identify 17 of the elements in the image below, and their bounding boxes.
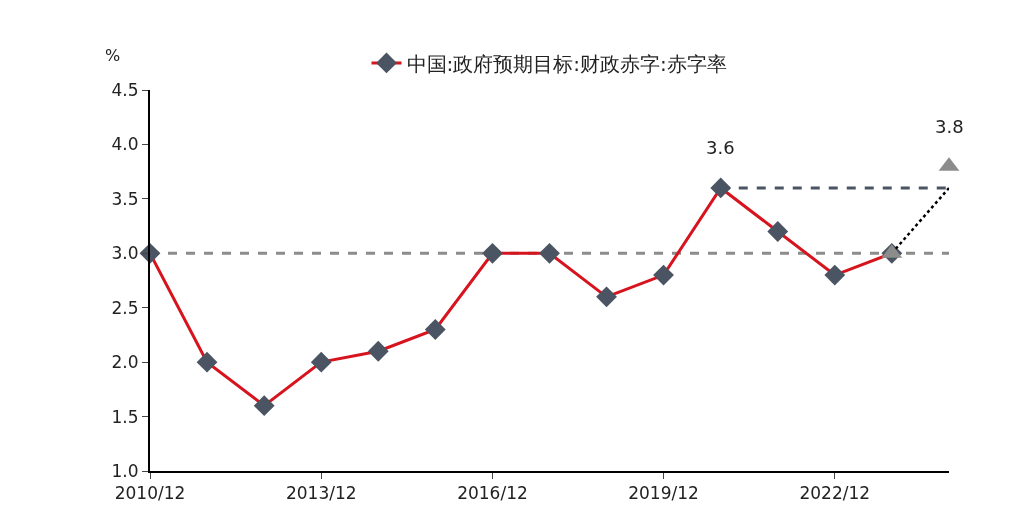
- x-tick-label: 2022/12: [799, 483, 871, 504]
- x-tick-label: 2019/12: [628, 483, 699, 504]
- annotation: 3.8: [935, 116, 964, 137]
- y-tick-label: 2.0: [111, 352, 139, 373]
- annotation: 3.6: [706, 137, 735, 158]
- y-tick-label: 2.5: [111, 297, 139, 318]
- y-tick-label: 4.0: [111, 134, 139, 155]
- y-tick-label: 4.5: [111, 79, 139, 100]
- y-tick-label: 1.0: [111, 460, 139, 481]
- y-axis-title: %: [105, 46, 121, 65]
- x-tick-label: 2013/12: [285, 483, 357, 504]
- y-tick-label: 3.0: [111, 243, 139, 264]
- x-tick-label: 2016/12: [457, 483, 528, 504]
- x-tick-label: 2010/12: [114, 483, 186, 504]
- y-tick-label: 1.5: [111, 406, 139, 427]
- y-tick-label: 3.5: [111, 188, 139, 209]
- legend-label: 中国:政府预期目标:财政赤字:赤字率: [406, 51, 727, 76]
